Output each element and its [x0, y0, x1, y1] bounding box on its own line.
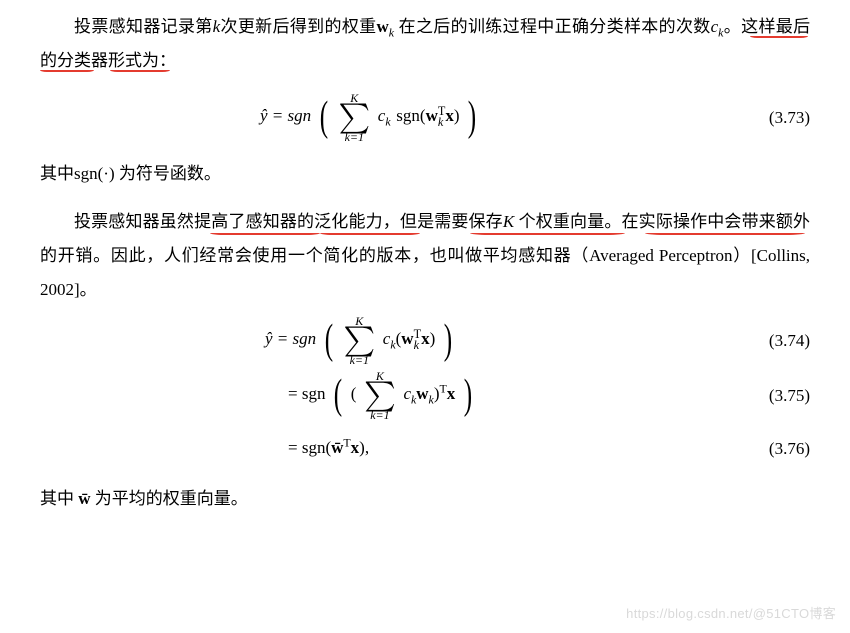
text: 次更新后得到的权重: [220, 17, 376, 36]
equation-3-75: = sgn ( ( K ∑ k=1 ckwk)Tx ) (3.75): [40, 370, 810, 421]
text: ）: [733, 246, 751, 265]
var-K: K: [503, 212, 514, 231]
underlined-text-1a: 正确分: [555, 17, 607, 36]
equation-3-73: ŷ = sgn ( K ∑ k=1 ck sgn(wTkx) ) (3.73): [40, 92, 810, 143]
underlined-text-2b: 但是需要保存: [400, 212, 503, 231]
summation: K ∑ k=1: [338, 92, 370, 143]
paragraph-3: 投票感知器虽然提高了感知器的泛化能力，但是需要保存K 个权重向量。在实际操作中会…: [40, 205, 810, 307]
equation-number: (3.75): [740, 379, 810, 413]
var-w-bar: w̄: [78, 489, 90, 508]
text: 其中: [40, 164, 74, 183]
red-underline: [110, 70, 170, 72]
equation-group: ŷ = sgn ( K ∑ k=1 ck(wTkx) ) (3.74) = sg…: [40, 315, 810, 466]
text: ，: [383, 212, 400, 231]
underlined-text-1c: 次数: [676, 17, 711, 36]
sub-k: k: [389, 25, 394, 39]
red-underline: [645, 233, 805, 235]
text: 。: [80, 280, 97, 299]
page: 投票感知器记录第k次更新后得到的权重wk 在之后的训练过程中正确分类样本的次数c…: [0, 0, 850, 633]
text: 其中: [40, 489, 74, 508]
en-term: Averaged Perceptron: [589, 246, 732, 265]
equation-number: (3.74): [740, 324, 810, 358]
text: 为平均的权重向量。: [95, 489, 248, 508]
equation-3-76: = sgn(w̄Tx), (3.76): [40, 431, 810, 466]
eq-lhs: ŷ = sgn: [260, 106, 311, 125]
underlined-text-1b: 类样本: [607, 17, 659, 36]
text: 为符号函数。: [119, 164, 221, 183]
equation-3-74: ŷ = sgn ( K ∑ k=1 ck(wTkx) ) (3.74): [40, 315, 810, 366]
text: 投票感知器虽然: [74, 212, 194, 231]
text: 投票感知器记录第: [74, 17, 213, 36]
red-underline: [750, 36, 808, 38]
red-underline: [320, 233, 420, 235]
paragraph-4: 其中 w̄ 为平均的权重向量。: [40, 482, 810, 516]
equation-number: (3.73): [740, 101, 810, 135]
watermark: https://blog.csdn.net/@51CTO博客: [626, 601, 836, 627]
var-w: w: [376, 17, 388, 36]
red-underline: [40, 70, 94, 72]
red-underline: [470, 233, 625, 235]
red-underline: [210, 233, 320, 235]
sgn-func: sgn(·): [74, 164, 115, 183]
paragraph-1: 投票感知器记录第k次更新后得到的权重wk 在之后的训练过程中正确分类样本的次数c…: [40, 10, 810, 78]
equation-body: ŷ = sgn ( K ∑ k=1 ck sgn(wTkx) ): [260, 92, 740, 143]
paragraph-2: 其中sgn(·) 为符号函数。: [40, 157, 810, 191]
underlined-text-2c: 个权重向量: [519, 212, 605, 231]
underlined-text-2a: 提高了感知器的泛化能力: [194, 212, 383, 231]
equation-number: (3.76): [740, 432, 810, 466]
text: 的: [659, 17, 676, 36]
text: 在之后的训练过程中: [399, 17, 555, 36]
